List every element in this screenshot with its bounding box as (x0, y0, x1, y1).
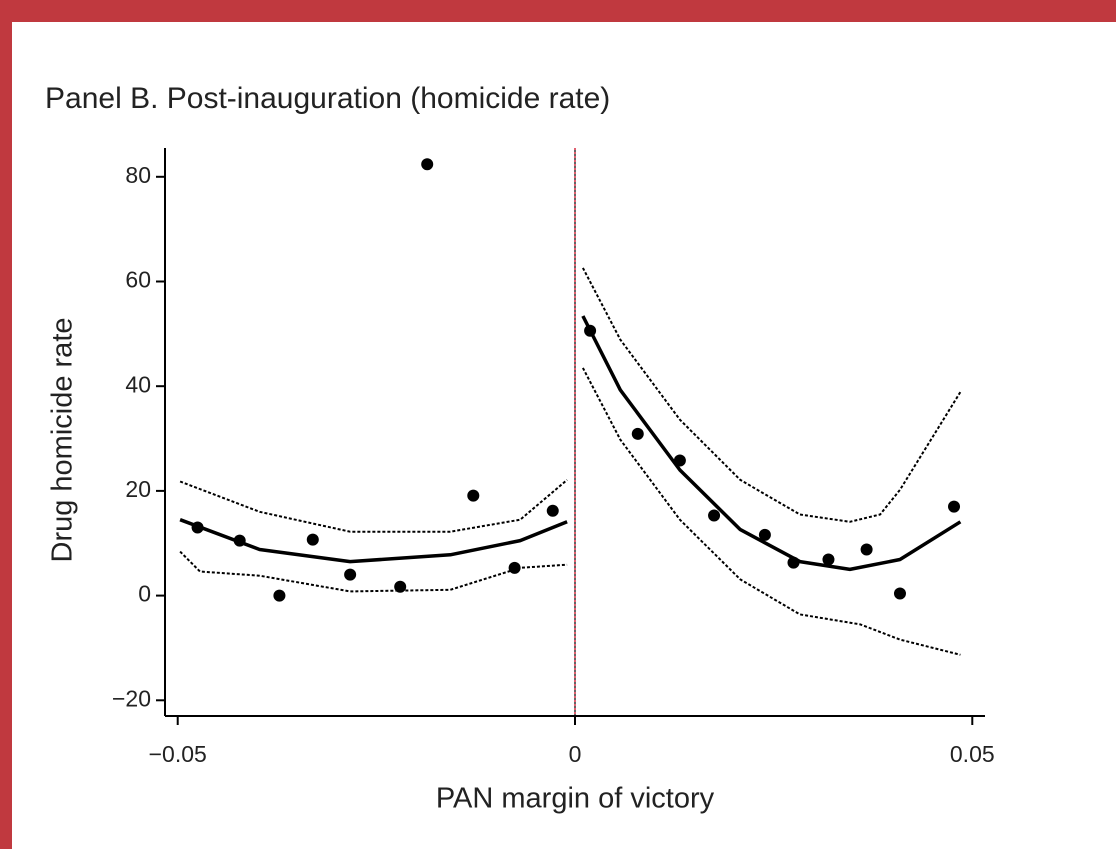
y-tick-label: 60 (125, 267, 151, 293)
left-border (0, 0, 12, 849)
point (421, 158, 434, 171)
y-tick-label: 40 (125, 371, 151, 397)
point (860, 543, 873, 556)
x-tick-label: −0.05 (149, 741, 207, 767)
y-tick-label: 20 (125, 476, 151, 502)
point (273, 589, 286, 602)
point (508, 561, 521, 574)
fit-line (179, 518, 568, 564)
fit-line (581, 315, 962, 572)
y-tick-label: 0 (138, 581, 151, 607)
top-border (0, 0, 1116, 22)
point (708, 509, 721, 522)
ci-line (179, 479, 568, 533)
ci-line (582, 267, 962, 523)
chart-title: Panel B. Post-inauguration (homicide rat… (45, 82, 610, 115)
y-tick-label: −20 (112, 685, 151, 711)
point (822, 553, 835, 566)
point (584, 324, 597, 337)
point (673, 454, 686, 467)
x-axis-label: PAN margin of victory (436, 783, 715, 815)
point (787, 556, 800, 569)
point (306, 533, 319, 546)
point (394, 580, 407, 593)
ci-line (179, 550, 568, 593)
x-tick-label: 0 (569, 741, 582, 767)
point (191, 521, 204, 534)
point (893, 587, 906, 600)
point (467, 489, 480, 502)
point (546, 504, 559, 517)
point (233, 534, 246, 547)
point (948, 500, 961, 513)
y-tick-label: 80 (125, 162, 151, 188)
y-axis-label: Drug homicide rate (47, 318, 79, 563)
x-tick-label: 0.05 (950, 741, 995, 767)
point (344, 568, 357, 581)
point (758, 528, 771, 541)
point (631, 427, 644, 440)
ci-line (582, 367, 961, 656)
